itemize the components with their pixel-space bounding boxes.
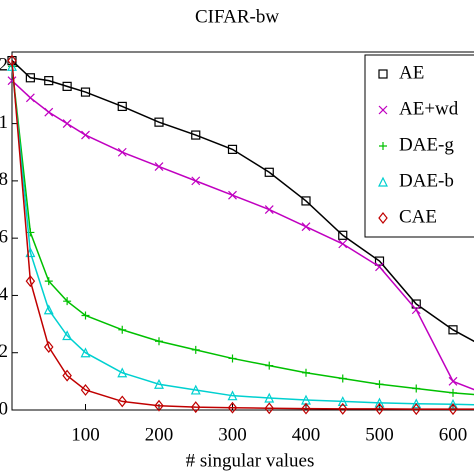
legend-label: DAE-g <box>399 134 454 155</box>
marker <box>411 398 422 409</box>
x-axis-label: # singular values <box>186 450 315 471</box>
marker <box>338 239 348 249</box>
marker <box>81 311 90 320</box>
marker <box>62 330 73 341</box>
y-tick-label: 0.4 <box>0 284 9 305</box>
marker <box>7 54 17 67</box>
marker <box>375 380 384 389</box>
marker <box>301 402 311 415</box>
series-line <box>11 60 474 343</box>
y-tick-label: 0.2 <box>0 341 8 362</box>
y-tick-label: 0 <box>0 398 8 419</box>
marker <box>154 162 164 171</box>
marker <box>117 367 128 378</box>
marker <box>448 325 458 335</box>
marker <box>338 374 347 383</box>
legend-label: CAE <box>399 206 437 227</box>
marker <box>44 107 54 117</box>
marker <box>62 119 72 129</box>
marker <box>227 144 238 154</box>
legend-label: DAE-b <box>399 170 454 191</box>
marker <box>190 401 201 414</box>
marker <box>412 384 421 393</box>
marker <box>154 117 164 127</box>
marker <box>190 384 201 395</box>
marker <box>378 176 388 187</box>
marker <box>191 176 201 186</box>
marker <box>411 305 421 315</box>
marker <box>62 369 72 382</box>
marker <box>378 212 388 224</box>
marker <box>80 383 91 396</box>
y-tick-label: 1 <box>0 112 8 133</box>
marker <box>411 403 422 416</box>
marker <box>25 93 35 103</box>
marker <box>43 304 54 315</box>
marker <box>25 275 36 288</box>
x-tick-label: 300 <box>218 424 247 445</box>
marker <box>80 87 91 97</box>
marker <box>62 81 72 91</box>
marker <box>302 368 310 377</box>
plot-frame <box>11 51 474 411</box>
marker <box>117 395 128 408</box>
marker <box>265 361 274 370</box>
marker <box>264 402 275 415</box>
marker <box>117 101 127 112</box>
marker <box>118 325 127 334</box>
marker <box>378 105 388 115</box>
marker <box>264 167 274 177</box>
marker <box>227 401 238 414</box>
marker <box>81 130 90 140</box>
marker <box>374 256 385 266</box>
marker <box>44 76 54 86</box>
marker <box>44 277 53 286</box>
marker <box>228 354 237 363</box>
marker <box>264 205 274 214</box>
marker <box>191 345 200 354</box>
marker <box>80 347 91 358</box>
marker <box>264 392 275 403</box>
marker <box>25 73 35 83</box>
marker <box>228 190 237 200</box>
marker <box>117 147 127 157</box>
marker <box>191 130 201 140</box>
marker <box>338 230 348 240</box>
chart-title: CIFAR-bw <box>195 6 279 27</box>
marker <box>301 196 311 206</box>
series-line <box>11 66 474 406</box>
marker <box>337 396 348 407</box>
marker <box>63 297 72 306</box>
marker <box>155 337 163 346</box>
y-tick-label: 0.6 <box>0 227 8 248</box>
marker <box>374 402 385 415</box>
x-tick-label: 400 <box>292 424 321 445</box>
legend-label: AE <box>399 62 424 83</box>
marker <box>448 403 458 416</box>
marker <box>337 402 348 415</box>
marker <box>7 76 17 86</box>
x-tick-label: 100 <box>71 424 100 445</box>
marker <box>154 399 164 412</box>
marker <box>227 390 238 401</box>
marker <box>374 397 385 408</box>
marker <box>301 222 311 232</box>
x-tick-label: 200 <box>145 424 174 445</box>
y-tick-label: 1.2 <box>0 55 8 76</box>
marker <box>375 262 384 272</box>
marker <box>448 398 458 409</box>
marker <box>449 388 457 397</box>
marker <box>379 142 387 150</box>
marker <box>378 69 388 79</box>
marker <box>448 376 458 386</box>
marker <box>43 341 54 353</box>
x-tick-label: 500 <box>365 424 394 445</box>
series-line <box>11 60 474 410</box>
legend-label: AE+wd <box>399 98 459 119</box>
x-tick-label: 600 <box>439 424 468 445</box>
marker <box>154 378 164 389</box>
y-tick-label: 0.8 <box>0 169 8 190</box>
marker <box>7 60 17 71</box>
